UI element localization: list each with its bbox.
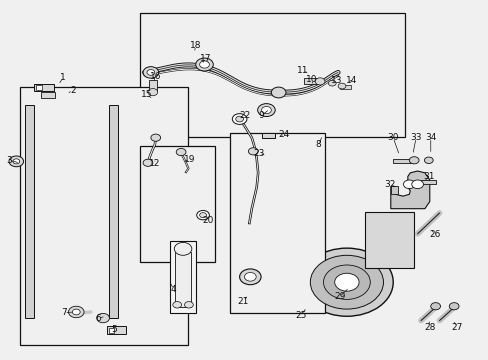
Text: 5: 5 — [111, 325, 117, 334]
Circle shape — [261, 107, 271, 114]
Text: 15: 15 — [141, 90, 152, 99]
Text: 2: 2 — [70, 86, 76, 95]
Bar — [107, 326, 125, 334]
Text: 32: 32 — [384, 180, 395, 189]
Text: 7: 7 — [61, 308, 67, 317]
Circle shape — [424, 157, 432, 163]
Circle shape — [235, 116, 243, 122]
Text: 33: 33 — [409, 133, 421, 142]
Circle shape — [174, 242, 191, 255]
Text: 28: 28 — [423, 323, 435, 332]
Text: 22: 22 — [238, 111, 250, 120]
Circle shape — [257, 104, 275, 117]
Circle shape — [196, 211, 209, 220]
Circle shape — [13, 159, 20, 164]
Circle shape — [97, 314, 109, 323]
Bar — [34, 84, 54, 91]
Bar — [140, 146, 215, 262]
Circle shape — [199, 213, 206, 218]
Circle shape — [334, 273, 358, 291]
Circle shape — [147, 69, 155, 75]
Circle shape — [9, 156, 23, 167]
Circle shape — [244, 273, 256, 281]
Text: 13: 13 — [331, 76, 342, 85]
Circle shape — [337, 83, 345, 89]
Circle shape — [323, 265, 369, 300]
Bar — [339, 85, 350, 89]
Circle shape — [72, 309, 80, 315]
Circle shape — [143, 67, 158, 78]
Polygon shape — [390, 171, 429, 209]
Text: 21: 21 — [237, 297, 249, 306]
Bar — [365, 212, 413, 268]
Text: 24: 24 — [278, 130, 289, 139]
Circle shape — [143, 159, 153, 166]
Circle shape — [271, 87, 285, 98]
Circle shape — [411, 180, 423, 189]
Text: 29: 29 — [333, 292, 345, 301]
Circle shape — [300, 248, 392, 316]
Text: 1: 1 — [60, 73, 66, 82]
Circle shape — [448, 303, 458, 310]
Text: 4: 4 — [171, 285, 176, 294]
Bar — [170, 241, 195, 313]
Bar — [41, 92, 55, 98]
Bar — [261, 133, 275, 138]
Text: 34: 34 — [424, 133, 436, 142]
Text: 14: 14 — [346, 76, 357, 85]
Circle shape — [430, 303, 440, 310]
Text: 6: 6 — [95, 314, 101, 323]
Text: 9: 9 — [258, 111, 264, 120]
Bar — [109, 105, 118, 318]
Text: 17: 17 — [199, 54, 211, 63]
Text: 31: 31 — [422, 172, 434, 181]
Circle shape — [232, 114, 246, 125]
Circle shape — [328, 80, 335, 86]
Circle shape — [176, 148, 185, 156]
Circle shape — [199, 61, 209, 68]
Text: 3: 3 — [6, 156, 12, 165]
Circle shape — [184, 302, 193, 308]
Text: 20: 20 — [202, 216, 213, 225]
Bar — [25, 105, 34, 318]
Text: 12: 12 — [148, 159, 160, 168]
Bar — [140, 13, 405, 137]
Polygon shape — [27, 105, 132, 318]
Text: 19: 19 — [184, 155, 195, 164]
Bar — [229, 134, 325, 313]
Circle shape — [310, 255, 383, 309]
Circle shape — [148, 89, 158, 96]
Text: 18: 18 — [190, 41, 201, 50]
Circle shape — [248, 148, 258, 155]
Circle shape — [315, 78, 325, 85]
Text: 27: 27 — [450, 323, 461, 332]
Bar — [109, 328, 114, 333]
Bar — [392, 159, 412, 163]
Text: 23: 23 — [253, 149, 264, 158]
Text: 10: 10 — [305, 75, 317, 84]
Bar — [420, 180, 435, 184]
Bar — [36, 85, 41, 90]
Circle shape — [151, 134, 160, 141]
Text: 30: 30 — [386, 133, 398, 142]
Bar — [304, 78, 318, 84]
Bar — [175, 252, 190, 307]
Circle shape — [195, 58, 213, 71]
Text: 8: 8 — [315, 140, 321, 149]
Text: 16: 16 — [150, 72, 161, 81]
Text: 25: 25 — [294, 311, 305, 320]
Circle shape — [172, 302, 181, 308]
Bar — [20, 87, 188, 345]
Text: 11: 11 — [297, 66, 308, 75]
Circle shape — [68, 306, 84, 318]
Text: 26: 26 — [428, 230, 440, 239]
Circle shape — [408, 157, 418, 164]
Bar — [149, 80, 157, 91]
Bar — [390, 186, 397, 194]
Circle shape — [403, 180, 414, 189]
Circle shape — [239, 269, 261, 285]
